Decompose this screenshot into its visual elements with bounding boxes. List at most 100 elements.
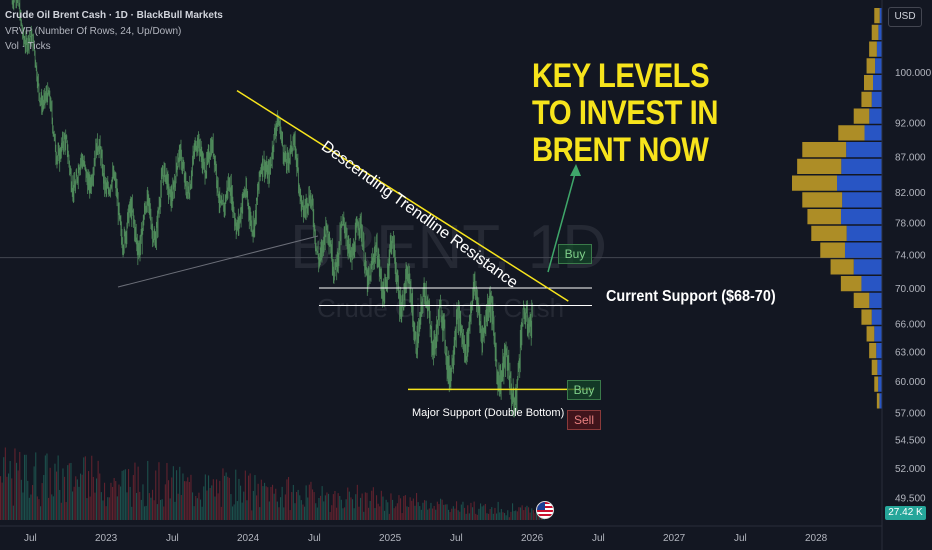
volume-bar [516, 511, 518, 520]
volume-bar [99, 473, 101, 520]
volume-bar [102, 500, 104, 520]
volume-profile-down-row [861, 91, 872, 107]
volume-bar [355, 494, 357, 520]
volume-bar [254, 475, 256, 520]
volume-bar [417, 502, 419, 520]
volume-bar [148, 493, 150, 520]
volume-bar [132, 475, 134, 520]
volume-bar [315, 503, 317, 520]
price-axis: 100.000 92.000 87.000 82.000 78.000 74.000 70.… [881, 0, 932, 550]
volume-bar [280, 497, 282, 520]
volume-bar [134, 462, 136, 520]
volume-bar [478, 508, 480, 520]
us-flag-icon[interactable] [536, 501, 554, 519]
volume-bar [283, 507, 285, 520]
volume-profile-up-row [842, 192, 882, 208]
volume-bar [108, 497, 110, 520]
volume-profile-down-row [820, 242, 845, 258]
time-tick-label: Jul [450, 533, 463, 544]
volume-bar [100, 492, 102, 520]
volume-bar [116, 496, 118, 520]
volume-bar [457, 510, 459, 520]
volume-bar [534, 513, 536, 520]
volume-bar [340, 499, 342, 520]
time-tick-label: 2028 [805, 533, 828, 544]
volume-profile-up-row [846, 225, 882, 241]
volume-profile-up-row [844, 242, 882, 258]
volume-bar [225, 472, 227, 520]
volume-bar [52, 496, 54, 520]
volume-profile-down-row [869, 41, 877, 57]
volume-bar [336, 507, 338, 520]
volume-bar [124, 469, 126, 520]
volume-bar [48, 497, 50, 520]
volume-profile-down-row [807, 209, 841, 225]
volume-bar [422, 502, 424, 520]
volume-bar [353, 508, 355, 520]
volume-bar [496, 513, 498, 520]
volume-bar [532, 510, 534, 520]
volume-profile-down-row [853, 108, 870, 124]
time-tick-label: Jul [24, 533, 37, 544]
time-tick-label: 2024 [237, 533, 260, 544]
volume-profile-down-row [838, 125, 865, 141]
volume-bar [118, 484, 120, 520]
volume-bar [425, 500, 427, 520]
volume-profile-down-row [792, 175, 837, 191]
volume-bar [380, 490, 382, 520]
volume-profile-down-row [866, 58, 876, 74]
volume-bar [78, 486, 80, 520]
volume-bar [409, 497, 411, 520]
volume-bar [470, 502, 472, 520]
volume-bar [499, 512, 501, 520]
volume-bar [323, 501, 325, 520]
volume-bar [120, 486, 122, 520]
volume-bar [51, 494, 53, 520]
volume-bar [9, 461, 11, 520]
volume-profile-up-row [876, 41, 882, 57]
volume-bar [174, 501, 176, 520]
volume-bar [92, 476, 94, 520]
volume-bar [369, 500, 371, 520]
volume-bar [155, 470, 157, 520]
volume-bar [342, 508, 344, 520]
volume-profile-up-row [853, 259, 882, 275]
volume-bar [27, 480, 29, 520]
volume-indicator-label[interactable]: Vol · Ticks [5, 41, 51, 52]
volume-bar [123, 470, 125, 520]
volume-bar [475, 513, 477, 520]
volume-bar [278, 507, 280, 520]
volume-bar [368, 507, 370, 520]
volume-bar [398, 495, 400, 520]
volume-bar [75, 476, 77, 520]
currency-button[interactable]: USD [888, 7, 922, 27]
volume-bar [17, 470, 19, 520]
descending-trendline [236, 89, 569, 302]
volume-bar [451, 508, 453, 520]
volume-bar [308, 484, 310, 520]
volume-profile-up-row [878, 376, 882, 392]
volume-profile-up-row [878, 24, 882, 40]
volume-bar [89, 496, 91, 520]
volume-bars [0, 447, 546, 520]
volume-bar [20, 479, 22, 520]
volume-bar [444, 504, 446, 520]
volume-bar [1, 482, 3, 520]
time-axis: Jul 2023 Jul 2024 Jul 2025 Jul 2026 Jul 2027 Jul 20… [0, 525, 882, 544]
vrvp-indicator-label[interactable]: VRVP (Number Of Rows, 24, Up/Down) [5, 26, 182, 37]
volume-bar [3, 457, 5, 520]
volume-bar [472, 507, 474, 520]
price-tick-label: 66.000 [895, 320, 926, 331]
volume-profile-up-row [879, 8, 882, 24]
volume-bar [404, 495, 406, 520]
volume-bar [276, 501, 278, 520]
volume-bar [36, 496, 38, 520]
volume-bar [526, 505, 528, 520]
price-tick-label: 100.000 [895, 68, 932, 79]
buy-tag-upper: Buy [558, 244, 592, 264]
volume-profile-up-row [864, 125, 882, 141]
symbol-title[interactable]: Crude Oil Brent Cash · 1D · BlackBull Ma… [5, 10, 223, 21]
volume-bar [152, 489, 154, 520]
volume-bar [272, 484, 274, 520]
